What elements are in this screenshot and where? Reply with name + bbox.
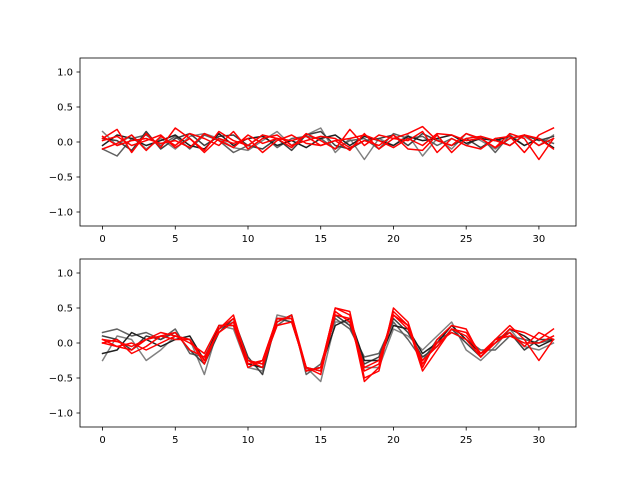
series-line-6 [101, 130, 555, 154]
y-tick-label: 1.0 [57, 269, 73, 280]
x-tick-label: 5 [172, 234, 178, 245]
x-tick-label: 5 [172, 435, 178, 446]
x-tick-label: 20 [387, 234, 400, 245]
x-tick-label: 15 [314, 435, 327, 446]
x-tick-label: 0 [99, 234, 105, 245]
series-line-7 [101, 310, 555, 376]
x-tick-label: 10 [242, 234, 255, 245]
series-line-5 [101, 125, 555, 161]
y-tick-label: 1.0 [57, 68, 73, 79]
y-tick-label: −0.5 [49, 374, 73, 385]
x-tick-label: 20 [387, 435, 400, 446]
series-line-8 [101, 132, 555, 154]
x-tick-label: 0 [99, 435, 105, 446]
y-tick-label: −1.0 [49, 208, 73, 219]
series-line-3 [101, 130, 555, 152]
y-tick-label: −0.5 [49, 173, 73, 184]
x-tick-label: 10 [242, 435, 255, 446]
x-tick-label: 30 [533, 234, 546, 245]
series-line-8 [101, 307, 555, 383]
y-tick-label: 0.5 [57, 304, 73, 315]
subplot-1: 0 5 10 15 20 25 30 −1.0 −0.5 0.0 0.5 1.0 [49, 57, 577, 245]
x-tick-label: 25 [460, 435, 473, 446]
x-tick-label: 25 [460, 234, 473, 245]
x-tick-label: 15 [314, 234, 327, 245]
x-tick-label: 30 [533, 435, 546, 446]
y-tick-label: −1.0 [49, 409, 73, 420]
subplot-2: 0 5 10 15 20 25 30 −1.0 −0.5 0.0 0.5 1.0 [49, 258, 577, 446]
y-tick-label: 0.0 [57, 138, 73, 149]
y-tick-label: 0.0 [57, 339, 73, 350]
y-tick-label: 0.5 [57, 103, 73, 114]
